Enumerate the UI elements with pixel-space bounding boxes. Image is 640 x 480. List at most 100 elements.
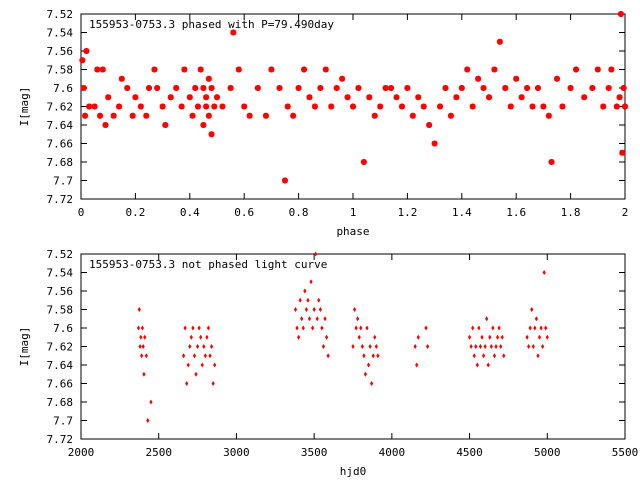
data-point bbox=[293, 307, 298, 312]
data-point bbox=[310, 325, 315, 331]
data-point bbox=[483, 344, 487, 349]
data-point bbox=[80, 85, 87, 91]
data-point bbox=[328, 103, 335, 110]
data-point bbox=[200, 122, 207, 128]
data-point bbox=[315, 316, 319, 322]
data-point bbox=[194, 103, 201, 110]
data-point bbox=[613, 103, 620, 110]
y-tick-label: 7.6 bbox=[53, 322, 73, 335]
data-point bbox=[303, 288, 307, 294]
y-tick-label: 7.52 bbox=[47, 248, 74, 261]
data-point bbox=[306, 94, 313, 101]
data-point bbox=[352, 307, 357, 312]
data-point bbox=[534, 316, 539, 322]
data-point bbox=[617, 11, 624, 17]
data-point bbox=[185, 381, 189, 386]
data-point bbox=[488, 334, 492, 340]
y-tick-label: 7.58 bbox=[47, 304, 74, 317]
data-point bbox=[254, 85, 261, 91]
data-point bbox=[469, 103, 476, 110]
data-point bbox=[620, 85, 627, 91]
y-axis-label-bottom: I[mag] bbox=[18, 327, 31, 367]
x-tick-label: 0.8 bbox=[289, 206, 309, 219]
data-point bbox=[142, 371, 146, 377]
y-tick-label: 7.68 bbox=[47, 156, 74, 169]
data-point bbox=[143, 334, 147, 340]
x-tick-label: 2000 bbox=[68, 446, 95, 459]
data-point bbox=[132, 94, 139, 101]
x-tick-label: 3500 bbox=[301, 446, 328, 459]
data-point bbox=[235, 66, 242, 73]
data-point bbox=[211, 103, 218, 110]
y-tick-label: 7.72 bbox=[47, 433, 74, 446]
data-point bbox=[524, 85, 531, 91]
data-point bbox=[594, 66, 601, 73]
data-point bbox=[162, 122, 169, 128]
chart-title-top: 155953-0753.3 phased with P=79.490day bbox=[89, 18, 334, 31]
data-point bbox=[619, 149, 626, 156]
data-point bbox=[616, 94, 623, 101]
data-point bbox=[475, 362, 479, 368]
data-point bbox=[469, 344, 473, 349]
data-point bbox=[489, 344, 493, 349]
x-tick-label: 4000 bbox=[379, 446, 406, 459]
data-point bbox=[301, 66, 308, 73]
data-point bbox=[318, 307, 322, 312]
data-point bbox=[370, 381, 374, 386]
data-point bbox=[485, 316, 489, 322]
data-point bbox=[537, 334, 542, 340]
data-point bbox=[276, 85, 283, 91]
data-point bbox=[355, 85, 362, 91]
data-point bbox=[518, 94, 525, 101]
data-point bbox=[545, 334, 549, 340]
data-point bbox=[530, 307, 534, 312]
data-point bbox=[195, 344, 200, 349]
data-point bbox=[531, 344, 535, 349]
y-tick-label: 7.52 bbox=[47, 8, 74, 21]
data-point bbox=[373, 334, 377, 340]
data-point bbox=[475, 75, 482, 82]
data-point bbox=[589, 85, 596, 91]
data-point bbox=[290, 112, 297, 119]
data-point bbox=[146, 85, 152, 91]
data-point bbox=[507, 103, 514, 110]
data-point bbox=[295, 325, 299, 331]
data-point bbox=[188, 344, 192, 349]
data-point bbox=[600, 103, 607, 110]
data-point bbox=[371, 112, 378, 119]
data-point bbox=[151, 66, 158, 73]
data-point bbox=[306, 297, 310, 303]
y-tick-label: 7.72 bbox=[47, 193, 74, 206]
data-point bbox=[350, 103, 356, 110]
data-point bbox=[83, 48, 90, 54]
data-point bbox=[136, 325, 141, 331]
data-point bbox=[478, 344, 483, 349]
data-point bbox=[360, 344, 364, 349]
data-point bbox=[362, 353, 366, 359]
x-tick-label: 2 bbox=[622, 206, 629, 219]
x-axis-label-bottom: hjd0 bbox=[340, 465, 367, 478]
data-point bbox=[241, 103, 248, 110]
data-point bbox=[495, 334, 500, 340]
data-point bbox=[144, 353, 148, 359]
data-point bbox=[211, 381, 215, 386]
data-point bbox=[137, 103, 144, 110]
data-point bbox=[149, 399, 153, 405]
data-point bbox=[567, 85, 574, 91]
data-point bbox=[398, 103, 405, 110]
y-tick-label: 7.54 bbox=[47, 27, 74, 40]
data-point bbox=[496, 38, 503, 45]
data-point bbox=[159, 103, 166, 110]
data-point bbox=[323, 316, 327, 322]
data-point bbox=[415, 94, 422, 101]
y-tick-label: 7.56 bbox=[47, 45, 74, 58]
data-point bbox=[200, 362, 204, 368]
data-point bbox=[189, 334, 193, 340]
data-point bbox=[467, 334, 472, 340]
data-point bbox=[529, 103, 536, 110]
data-point bbox=[141, 344, 145, 349]
data-point bbox=[458, 85, 465, 91]
x-tick-label: 0.4 bbox=[180, 206, 200, 219]
data-point bbox=[262, 112, 269, 119]
x-tick-label: 0.6 bbox=[234, 206, 254, 219]
